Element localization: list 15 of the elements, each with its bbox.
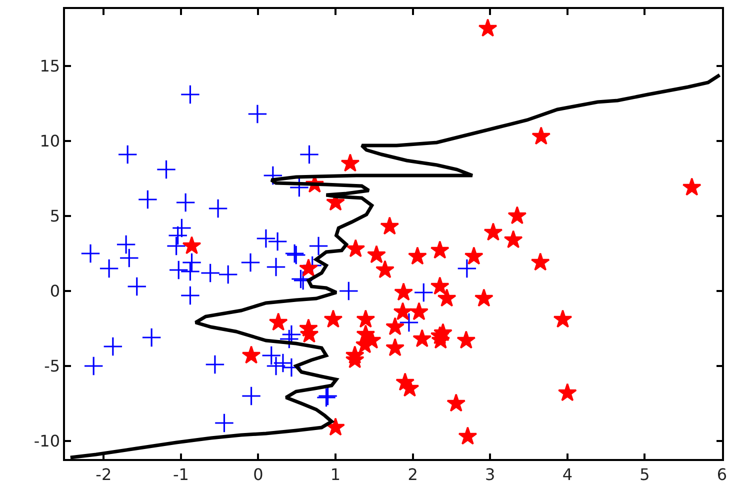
y-tick-label: 0 [50,282,60,301]
y-tick-label: 10 [40,132,60,151]
x-tick-label: 2 [408,464,418,484]
y-tick-label: -5 [44,356,60,376]
x-tick-label: 3 [485,464,496,484]
x-tick-label: 6 [716,464,728,484]
x-tick-label: 1 [330,464,341,484]
x-tick-label: -2 [96,464,112,484]
x-tick-label: 5 [640,464,650,484]
x-tick-label: -1 [172,464,189,484]
y-tick-label: -10 [34,432,60,451]
y-tick-label: 5 [50,206,60,226]
x-tick-label: 0 [253,464,264,484]
x-tick-label: 4 [562,464,573,484]
y-tick-label: 15 [40,56,60,76]
